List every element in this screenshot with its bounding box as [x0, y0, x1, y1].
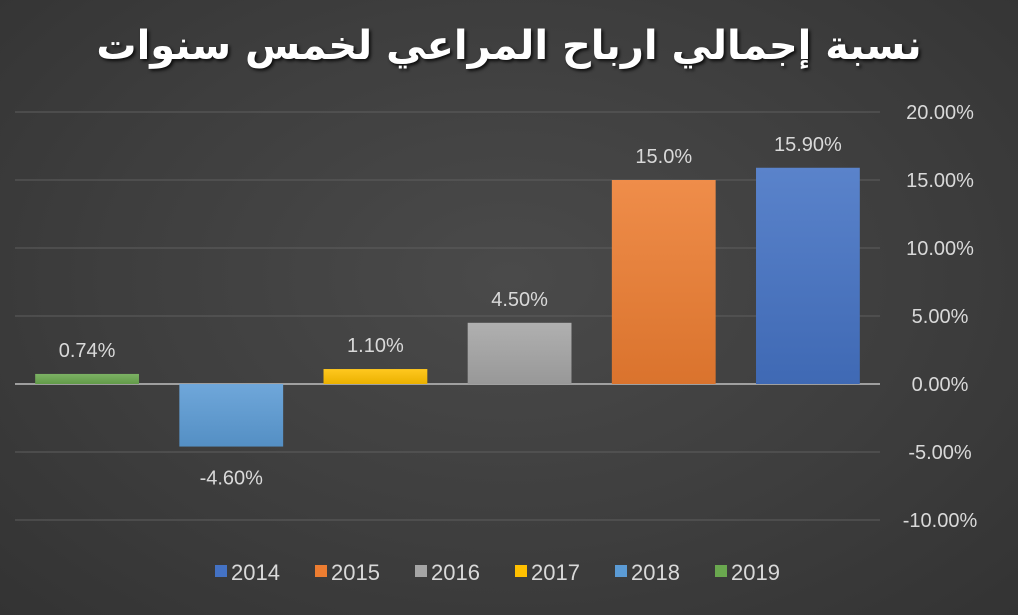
data-label-2016: 4.50% [491, 289, 548, 311]
legend-label-2015: 2015 [331, 560, 380, 585]
bar-2016 [467, 322, 572, 384]
legend-swatch-2017 [515, 565, 527, 577]
bar-2014 [756, 167, 860, 384]
legend-swatch-2014 [215, 565, 227, 577]
legend: 2014 2015 2016 2017 2018 2019 [215, 560, 780, 585]
legend-label-2016: 2016 [431, 560, 480, 585]
data-label-2019: 0.74% [59, 340, 116, 362]
y-axis-ticks: 20.00% 15.00% 10.00% 5.00% 0.00% -5.00% -10.00… [903, 102, 978, 532]
y-tick-label: -10.00% [903, 510, 978, 532]
legend-swatch-2018 [615, 565, 627, 577]
legend-label-2014: 2014 [231, 560, 280, 585]
data-labels: 0.74% -4.60% 1.10% 4.50% 15.0% 15.90% [59, 134, 842, 490]
y-tick-label: 0.00% [912, 374, 969, 396]
bar-2015 [611, 180, 716, 384]
data-label-2018: -4.60% [200, 468, 264, 490]
y-tick-label: 15.00% [906, 170, 974, 192]
legend-label-2017: 2017 [531, 560, 580, 585]
y-tick-label: -5.00% [908, 442, 972, 464]
data-label-2015: 15.0% [635, 146, 692, 168]
chart-title: نسبة إجمالي ارباح المراعي لخمس سنوات [96, 23, 922, 69]
bars [35, 167, 860, 447]
bar-2018 [179, 384, 284, 447]
data-label-2014: 15.90% [774, 134, 842, 156]
y-tick-label: 5.00% [912, 306, 969, 328]
y-tick-label: 20.00% [906, 102, 974, 124]
legend-label-2019: 2019 [731, 560, 780, 585]
legend-swatch-2019 [715, 565, 727, 577]
bar-2019 [35, 373, 139, 384]
y-tick-label: 10.00% [906, 238, 974, 260]
bar-2017 [323, 369, 428, 384]
legend-label-2018: 2018 [631, 560, 680, 585]
data-label-2017: 1.10% [347, 335, 404, 357]
legend-swatch-2016 [415, 565, 427, 577]
legend-swatch-2015 [315, 565, 327, 577]
grid-lines [15, 111, 880, 521]
